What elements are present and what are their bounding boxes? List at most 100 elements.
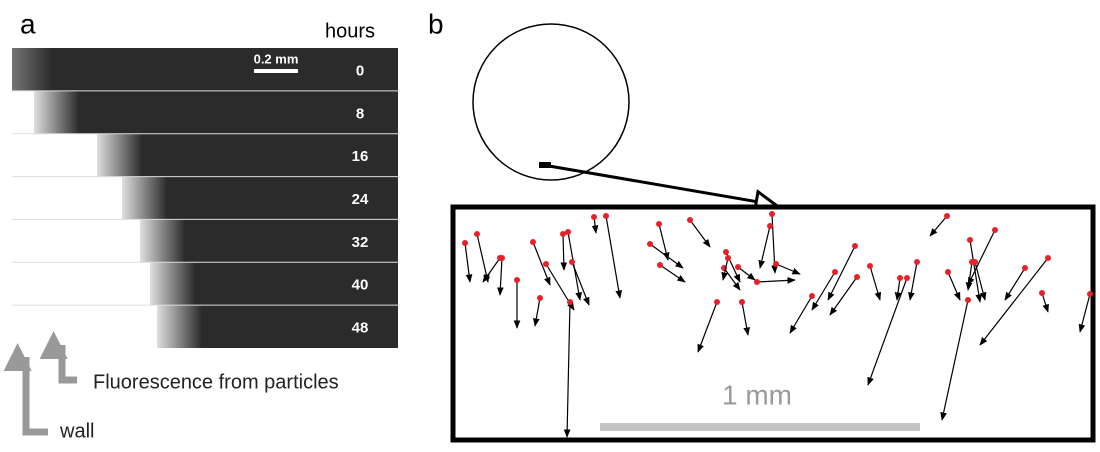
time-label: 32: [352, 234, 369, 251]
particle: [537, 295, 543, 301]
fluorescence-fade: [122, 176, 167, 220]
track-arrow: [571, 261, 590, 306]
scale-bar-label: 0.2 mm: [254, 51, 299, 66]
particle: [945, 269, 951, 275]
particle: [565, 229, 571, 235]
fluorescence: [12, 176, 122, 220]
particle: [852, 243, 858, 249]
particle: [832, 269, 838, 275]
track-arrow: [756, 277, 796, 284]
wall-arrow: [3, 343, 48, 436]
particle: [809, 293, 815, 299]
particle: [569, 259, 575, 265]
particle: [739, 299, 745, 305]
track-arrow: [497, 257, 504, 296]
particle: [687, 217, 693, 223]
track-arrow: [967, 229, 996, 286]
track-arrow: [482, 257, 501, 283]
track-arrow: [1004, 267, 1026, 301]
fluorescence: [12, 90, 34, 134]
particles-arrow: [39, 331, 77, 384]
track-arrow: [658, 223, 670, 261]
track-arrow: [689, 219, 711, 248]
particle: [965, 297, 971, 303]
time-label: 48: [352, 320, 369, 337]
particle: [767, 223, 773, 229]
particle: [530, 239, 536, 245]
particle: [474, 231, 480, 237]
track-arrow: [1078, 293, 1091, 333]
particle: [514, 277, 520, 283]
track-arrow: [721, 257, 729, 281]
vessel-outline: [472, 23, 630, 181]
fluorescence-fade: [140, 219, 185, 263]
fluorescence: [12, 133, 97, 177]
track-arrow: [464, 242, 473, 283]
particle: [967, 237, 973, 243]
particle: [904, 275, 910, 281]
fluorescence-fade: [34, 90, 79, 134]
track-arrow: [737, 266, 756, 281]
particle: [657, 262, 663, 268]
particle: [897, 275, 903, 281]
particle: [656, 221, 662, 227]
particle: [773, 261, 779, 267]
time-label: 0: [356, 62, 364, 79]
particle: [769, 211, 775, 217]
fluorescence-fade: [12, 48, 52, 91]
particle-tracks: [462, 211, 1093, 438]
track-arrow: [1041, 292, 1049, 313]
track-arrow: [789, 295, 813, 334]
particle: [754, 279, 760, 285]
particle: [735, 264, 741, 270]
annotation: wall: [59, 420, 94, 442]
particle: [969, 259, 975, 265]
track-arrow: [605, 215, 623, 299]
panel-label: b: [428, 8, 444, 39]
zoom-box: [450, 204, 1096, 443]
track-arrow: [867, 277, 908, 386]
particle: [603, 213, 609, 219]
particle: [560, 231, 566, 237]
particle: [714, 299, 720, 305]
track-arrow: [811, 271, 836, 311]
track-arrow: [929, 215, 948, 237]
particle: [647, 241, 653, 247]
particle: [867, 263, 873, 269]
particle: [944, 213, 950, 219]
time-label: 8: [356, 105, 364, 122]
track-arrow: [894, 277, 902, 301]
particle: [992, 227, 998, 233]
column-header: hours: [325, 20, 375, 42]
track-arrow: [775, 263, 801, 275]
time-label: 40: [352, 277, 369, 294]
particle: [1087, 291, 1093, 297]
track-arrow: [758, 225, 771, 269]
annotation: Fluorescence from particles: [93, 371, 339, 393]
track-arrow: [563, 301, 571, 438]
fluorescence-fade: [97, 133, 142, 177]
track-arrow: [940, 299, 969, 421]
track-arrow: [532, 241, 551, 286]
track-arrow: [827, 245, 856, 301]
particle: [854, 274, 860, 280]
zoom-region: [539, 162, 551, 168]
track-arrow: [659, 264, 686, 283]
track-arrow: [697, 301, 718, 353]
track-arrow: [908, 261, 918, 301]
particle: [567, 299, 573, 305]
particle: [723, 249, 729, 255]
time-label: 24: [352, 191, 369, 208]
track-arrow: [869, 265, 882, 301]
micrograph: 0 8 16 24 32 40 48: [12, 48, 398, 348]
zoom-arrow: [548, 164, 776, 205]
scale-bar-label: 1 mm: [722, 379, 792, 410]
track-arrow: [979, 257, 1049, 346]
track-arrow: [723, 267, 741, 291]
particle: [1039, 290, 1045, 296]
track-arrow: [533, 297, 541, 327]
particle: [1022, 265, 1028, 271]
particle: [914, 259, 920, 265]
